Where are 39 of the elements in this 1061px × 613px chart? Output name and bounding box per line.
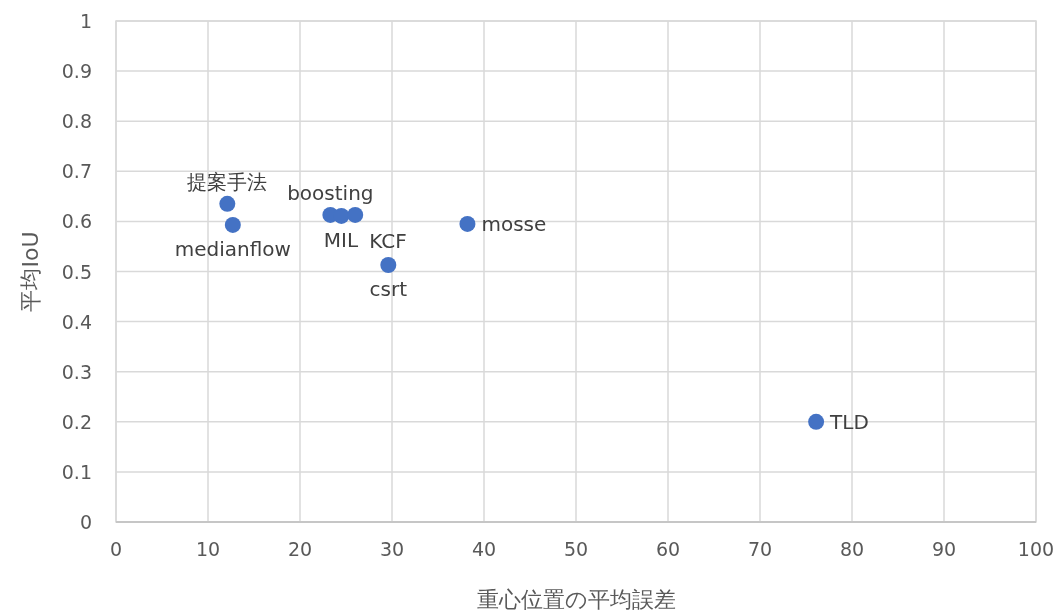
y-tick-label: 0.7	[61, 160, 92, 183]
x-tick-label: 50	[563, 538, 589, 560]
y-tick-label: 1	[79, 10, 92, 32]
x-tick-label: 30	[379, 538, 405, 560]
x-axis-title: 重心位置の平均誤差	[476, 587, 676, 612]
x-tick-label: 10	[195, 538, 221, 560]
x-tick-label: 90	[931, 538, 957, 560]
series-label: mosse	[481, 211, 547, 236]
series-label: 提案手法	[187, 169, 268, 194]
point	[380, 256, 397, 273]
x-tick-label: 100	[1017, 538, 1055, 560]
series-label: TLD	[829, 409, 869, 434]
series-label: boosting	[287, 180, 374, 205]
y-tick-label: 0.3	[61, 360, 92, 383]
y-tick-label: 0.2	[61, 410, 92, 433]
x-tick-label: 40	[471, 538, 497, 560]
series-label: csrt	[369, 276, 408, 301]
x-tick-label: 60	[655, 538, 681, 560]
x-tick-label: 80	[839, 538, 865, 560]
series-label: KCF	[369, 228, 407, 253]
point	[459, 215, 476, 232]
point	[333, 207, 350, 224]
x-tick-label: 0	[109, 538, 123, 560]
y-tick-label: 0.6	[61, 210, 92, 233]
y-tick-label: 0.5	[61, 260, 92, 283]
point	[224, 216, 241, 233]
y-axis-title: 平均IoU	[18, 231, 43, 312]
point	[219, 195, 236, 212]
y-tick-label: 0.8	[61, 110, 92, 133]
x-tick-label: 20	[287, 538, 313, 560]
series-label: MIL	[323, 227, 359, 252]
y-tick-label: 0.1	[61, 460, 92, 483]
series-label: medianflow	[174, 236, 291, 261]
x-tick-label: 70	[747, 538, 773, 560]
y-tick-label: 0	[79, 511, 92, 533]
point	[808, 413, 825, 430]
y-tick-label: 0.9	[61, 60, 92, 83]
y-tick-label: 0.4	[61, 310, 92, 333]
point	[347, 206, 364, 223]
